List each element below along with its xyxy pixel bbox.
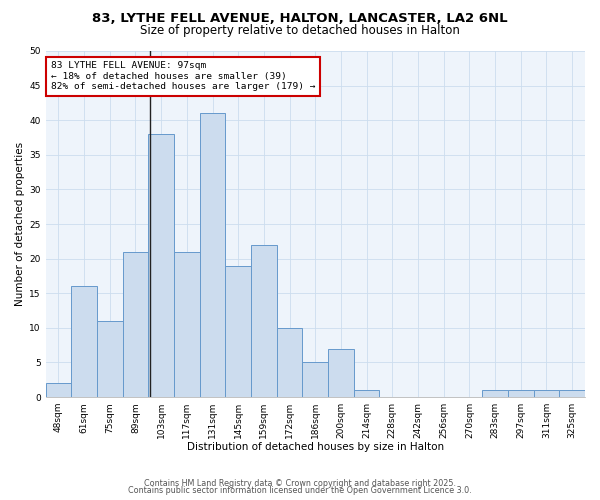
Bar [533, 390, 559, 397]
Bar [277, 328, 302, 397]
Text: Size of property relative to detached houses in Halton: Size of property relative to detached ho… [140, 24, 460, 37]
Text: Contains HM Land Registry data © Crown copyright and database right 2025.: Contains HM Land Registry data © Crown c… [144, 478, 456, 488]
Bar [200, 114, 226, 397]
X-axis label: Distribution of detached houses by size in Halton: Distribution of detached houses by size … [187, 442, 444, 452]
Y-axis label: Number of detached properties: Number of detached properties [15, 142, 25, 306]
Bar [97, 321, 122, 397]
Text: 83 LYTHE FELL AVENUE: 97sqm
← 18% of detached houses are smaller (39)
82% of sem: 83 LYTHE FELL AVENUE: 97sqm ← 18% of det… [51, 62, 316, 91]
Bar [148, 134, 174, 397]
Bar [559, 390, 585, 397]
Bar [71, 286, 97, 397]
Bar [354, 390, 379, 397]
Bar [482, 390, 508, 397]
Text: Contains public sector information licensed under the Open Government Licence 3.: Contains public sector information licen… [128, 486, 472, 495]
Bar [328, 348, 354, 397]
Bar [46, 384, 71, 397]
Bar [508, 390, 533, 397]
Bar [174, 252, 200, 397]
Text: 83, LYTHE FELL AVENUE, HALTON, LANCASTER, LA2 6NL: 83, LYTHE FELL AVENUE, HALTON, LANCASTER… [92, 12, 508, 26]
Bar [122, 252, 148, 397]
Bar [302, 362, 328, 397]
Bar [226, 266, 251, 397]
Bar [251, 245, 277, 397]
